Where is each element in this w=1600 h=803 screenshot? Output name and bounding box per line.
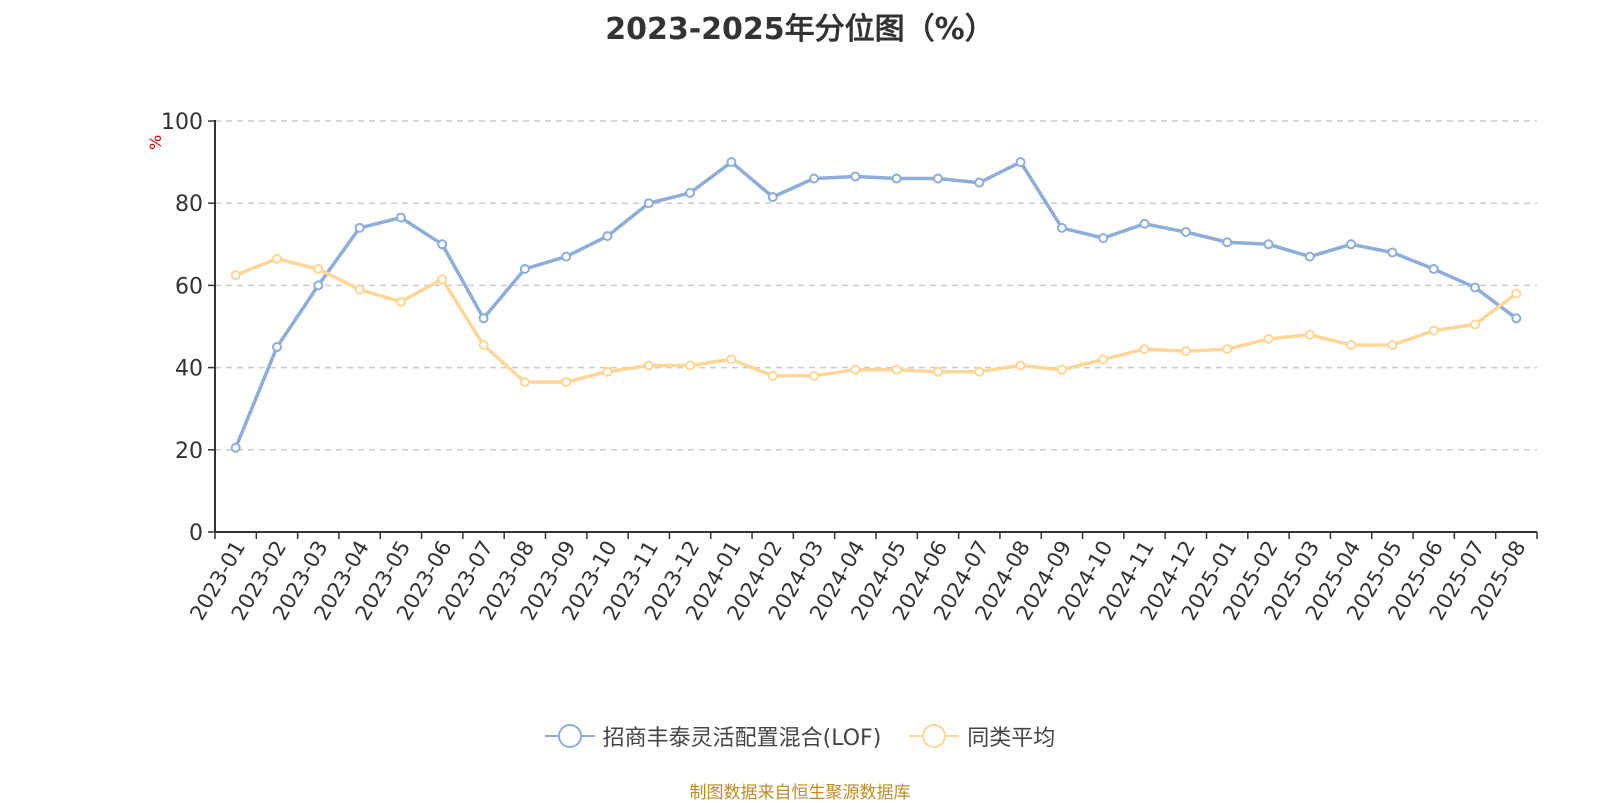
data-point-fund [932,173,943,184]
legend-dot-average [922,724,947,748]
data-point-fund [313,280,324,291]
data-point-fund [850,171,861,182]
data-point-fund [1015,157,1026,168]
data-point-average [230,270,241,281]
data-point-average [726,354,737,365]
data-point-fund [1470,282,1481,293]
data-point-average [1387,339,1398,350]
chart-title: 2023-2025年分位图（%） [605,12,995,47]
data-point-fund [1180,226,1191,237]
data-point-average [271,253,282,264]
y-tick-label: 0 [189,521,203,546]
data-point-average [850,364,861,375]
data-point-average [932,366,943,377]
data-point-average [1222,344,1233,355]
legend-dot-fund [557,724,582,748]
data-point-average [561,376,572,387]
data-point-average [437,274,448,285]
data-point-fund [602,231,613,242]
line-chart: 0204060801002023-012023-022023-032023-04… [161,110,1538,624]
data-point-fund [685,187,696,198]
data-point-fund [974,177,985,188]
data-point-average [1470,319,1481,330]
data-point-fund [1511,313,1522,324]
data-point-average [519,376,530,387]
data-point-average [1139,344,1150,355]
data-point-average [1304,329,1315,340]
data-point-fund [891,173,902,184]
data-point-fund [643,198,654,209]
legend: 招商丰泰灵活配置混合(LOF) 同类平均 [0,718,1600,754]
grid-lines [215,120,1537,451]
data-point-fund [230,442,241,453]
legend-swatch-fund [544,721,595,751]
series-line-fund [234,160,1518,449]
data-point-fund [1387,247,1398,258]
series-lines [234,160,1518,449]
data-point-fund [809,173,820,184]
data-point-average [809,370,820,381]
data-point-average [1015,360,1026,371]
data-point-fund [1222,237,1233,248]
data-point-fund [354,222,365,233]
data-point-average [643,360,654,371]
data-point-fund [726,157,737,168]
legend-label-fund: 招商丰泰灵活配置混合(LOF) [602,726,882,751]
y-tick-label: 40 [175,357,203,382]
data-point-fund [561,251,572,262]
data-point-average [1511,288,1522,299]
data-point-fund [1304,251,1315,262]
data-point-average [767,370,778,381]
series-line-average [235,256,1518,384]
data-point-average [891,364,902,375]
data-point-average [478,339,489,350]
data-point-average [1180,346,1191,357]
y-tick-label: 100 [161,110,203,135]
data-source-note: 制图数据来自恒生聚源数据库 [689,783,911,803]
data-point-fund [1139,218,1150,229]
y-tick-label: 20 [175,439,203,464]
data-point-fund [1346,239,1357,250]
data-point-fund [271,342,282,353]
data-point-average [602,366,613,377]
data-point-fund [1056,222,1067,233]
data-point-fund [395,212,406,223]
y-tick-label: 80 [175,192,203,217]
data-point-average [1428,325,1439,336]
y-tick-label: 60 [175,274,203,299]
data-point-fund [519,263,530,274]
data-point-average [313,263,324,274]
legend-swatch-average [909,721,960,751]
axes [208,120,1538,539]
legend-item-average[interactable]: 同类平均 [909,720,1055,752]
data-point-average [974,366,985,377]
data-point-fund [767,192,778,203]
data-point-fund [437,239,448,250]
data-point-average [1263,333,1274,344]
data-point-fund [1428,263,1439,274]
data-point-average [685,360,696,371]
data-point-fund [478,313,489,324]
data-point-fund [1098,233,1109,244]
data-point-average [1346,339,1357,350]
data-point-average [354,284,365,295]
legend-item-fund[interactable]: 招商丰泰灵活配置混合(LOF) [544,720,882,752]
legend-label-average: 同类平均 [967,726,1056,751]
series-points [230,157,1522,453]
data-point-average [395,296,406,307]
data-point-average [1098,354,1109,365]
data-point-fund [1263,239,1274,250]
data-point-average [1056,364,1067,375]
